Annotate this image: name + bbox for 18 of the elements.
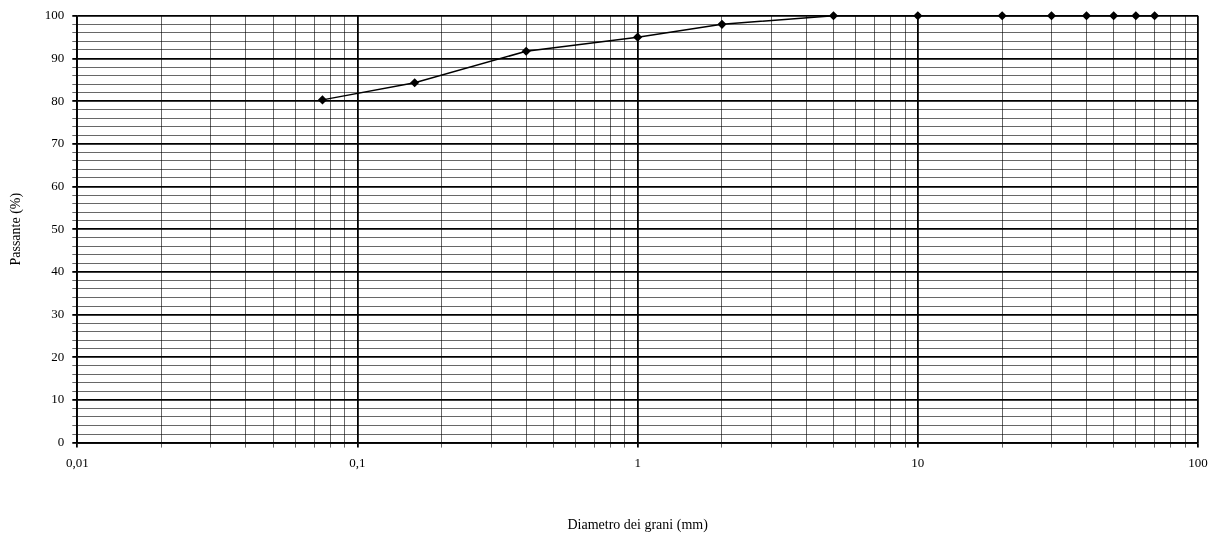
y-tick-label: 100 xyxy=(44,7,65,23)
y-tick-label: 40 xyxy=(51,263,65,279)
y-tick-label: 50 xyxy=(51,220,65,236)
y-tick-label: 30 xyxy=(51,305,65,321)
x-tick-label: 1 xyxy=(634,454,641,470)
y-tick-label: 10 xyxy=(51,391,65,407)
y-tick-label: 60 xyxy=(51,177,65,193)
y-axis-title: Passante (%) xyxy=(8,192,25,266)
y-tick-label: 0 xyxy=(57,434,65,450)
x-tick-label: 10 xyxy=(911,454,925,470)
y-tick-label: 20 xyxy=(51,348,65,364)
y-tick-label: 90 xyxy=(51,49,65,65)
y-tick-label: 70 xyxy=(51,135,65,151)
x-tick-label: 100 xyxy=(1188,454,1208,470)
x-tick-label: 0,01 xyxy=(65,454,89,470)
y-tick-label: 80 xyxy=(51,92,65,108)
x-tick-label: 0,1 xyxy=(349,454,366,470)
x-axis-title: Diametro dei grani (mm) xyxy=(567,517,709,534)
